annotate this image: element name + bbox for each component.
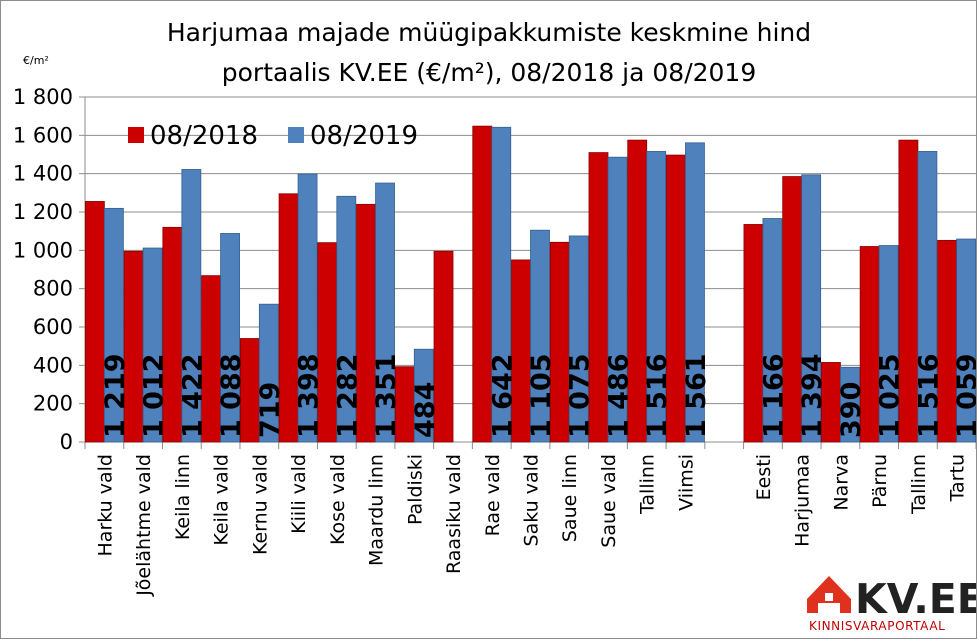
data-label: 1 088	[216, 353, 247, 438]
bar-2019	[685, 142, 705, 443]
bar-2019	[646, 151, 667, 443]
kvee-logo: KV.EE KINNISVARAPORTAAL	[807, 575, 976, 633]
chart-title-line-2: portaalis KV.EE (€/m²), 08/2018 ja 08/20…	[222, 58, 757, 87]
legend-swatch-2019	[288, 127, 304, 143]
bar-2019	[568, 235, 589, 443]
bar-2019	[530, 229, 550, 443]
y-tick-label: 1 400	[13, 162, 73, 186]
category-label: Harjumaa	[792, 454, 814, 547]
data-label: 1 105	[526, 353, 557, 438]
bar-2019	[375, 182, 395, 443]
category-label: Rae vald	[482, 454, 504, 536]
y-tick-label: 1 800	[13, 85, 73, 109]
data-label: 1 398	[294, 353, 325, 438]
logo-tagline: KINNISVARAPORTAAL	[809, 619, 945, 633]
category-label: Saue linn	[559, 454, 581, 542]
category-label: Saue vald	[598, 454, 620, 548]
bar-2018	[433, 250, 454, 443]
legend-label-2018: 08/2018	[150, 121, 258, 151]
data-label: 1 486	[603, 353, 634, 438]
bar-2019	[840, 366, 860, 443]
category-label: Jõelähtme vald	[133, 454, 155, 597]
legend-swatch-2018	[128, 127, 144, 143]
data-label: 1 059	[952, 353, 976, 438]
data-label: 1 561	[681, 353, 712, 438]
y-tick-label: 400	[33, 353, 73, 377]
data-label: 1 351	[371, 353, 402, 438]
data-label: 1 075	[565, 353, 596, 438]
bar-2019	[413, 348, 434, 443]
data-label: 1 012	[139, 353, 170, 438]
bar-2019	[258, 303, 279, 443]
category-label: Kose vald	[327, 454, 349, 545]
bar-2019	[801, 174, 822, 443]
bar-2019	[607, 156, 628, 443]
data-label: 1 642	[487, 353, 518, 438]
category-label: Narva	[830, 454, 852, 511]
y-tick-label: 600	[33, 315, 73, 339]
legend: 08/2018 08/2019	[128, 121, 418, 151]
category-label: Tallinn	[637, 454, 659, 515]
category-label: Tartu	[947, 454, 969, 502]
bar-2019	[336, 195, 357, 443]
bar-2019	[220, 233, 240, 443]
category-label: Keila vald	[211, 454, 233, 546]
data-label: 1 219	[100, 353, 131, 438]
category-label: Viimsi	[675, 454, 697, 511]
category-label: Saku vald	[521, 454, 543, 546]
y-tick-label: 1 000	[13, 238, 73, 262]
bar-2019	[181, 169, 202, 443]
legend-label-2019: 08/2019	[310, 121, 418, 151]
data-label: 484	[410, 382, 441, 438]
category-label: Maardu linn	[366, 454, 388, 566]
unit-label: €/m²	[23, 54, 49, 67]
data-label: 1 422	[177, 353, 208, 438]
y-axis-ticks: 0 200 400 600 800 1 000 1 200 1 400 1 600 1 800	[13, 85, 73, 454]
y-tick-label: 1 600	[13, 123, 73, 147]
bar-2019	[878, 245, 899, 443]
category-labels: Harku vald Jõelähtme vald Keila linn Keila …	[94, 454, 968, 597]
y-tick-label: 1 200	[13, 200, 73, 224]
data-label: 390	[836, 382, 867, 438]
category-label: Harku vald	[94, 454, 116, 556]
category-label: Eesti	[753, 454, 775, 500]
bar-2019	[103, 207, 124, 443]
bar-2019	[956, 238, 976, 443]
category-label: Paldiski	[404, 454, 426, 525]
data-label: 1 394	[797, 353, 828, 438]
data-label: 1 166	[758, 353, 789, 438]
category-label: Kiili vald	[288, 454, 310, 534]
chart-title-line-1: Harjumaa majade müügipakkumiste keskmine…	[167, 18, 811, 47]
bar-2019	[917, 151, 938, 443]
data-label: 1 516	[913, 353, 944, 438]
bar-2019	[142, 247, 163, 443]
bar-2019	[297, 173, 318, 443]
bar-2019	[762, 218, 783, 443]
bars	[84, 125, 976, 443]
data-label: 1 025	[875, 353, 906, 438]
bar-2019	[491, 126, 512, 443]
data-label: 1 282	[332, 353, 363, 438]
y-tick-label: 800	[33, 277, 73, 301]
data-label: 719	[255, 382, 286, 438]
data-labels: 1 219 1 012 1 422 1 088 719 1 398 1 282 1 351 48…	[100, 353, 976, 438]
logo-brand: KV.EE	[855, 575, 976, 623]
category-label: Keila linn	[172, 454, 194, 540]
y-tick-label: 0	[60, 430, 73, 454]
category-label: Pärnu	[869, 454, 891, 508]
category-label: Raasiku vald	[443, 454, 465, 574]
y-tick-label: 200	[33, 392, 73, 416]
data-label: 1 516	[642, 353, 673, 438]
house-icon	[807, 576, 851, 613]
category-label: Kernu vald	[249, 454, 271, 555]
category-label: Tallinn	[908, 454, 930, 515]
